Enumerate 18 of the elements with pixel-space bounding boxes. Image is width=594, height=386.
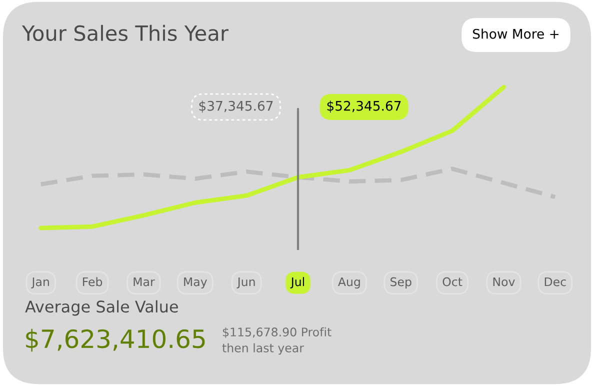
chart-title: Your Sales This Year [22,24,228,42]
x-tick-label: Jan [31,277,49,288]
text: $115,678.90 Profit then last year [222,327,332,355]
x-tick-label: Jul [290,277,304,288]
x-tick-label: May [184,277,207,289]
x-tick-label: Dec [544,277,566,286]
x-tick-label: Aug [338,277,360,289]
x-tick-label: Feb [82,277,102,286]
annotation: $37,345.67 [199,100,273,113]
annotation: $52,345.67 [327,100,401,113]
text: $7,623,410.65 [26,328,205,352]
x-tick-label: Sep [390,277,412,289]
x-tick-label: Jun [236,277,255,288]
text: Average Sale Value [25,300,178,316]
x-tick-label: Mar [134,277,155,286]
x-tick-label: Oct [442,277,462,286]
x-tick-label: Nov [493,277,515,286]
text: Show More + [472,28,558,39]
